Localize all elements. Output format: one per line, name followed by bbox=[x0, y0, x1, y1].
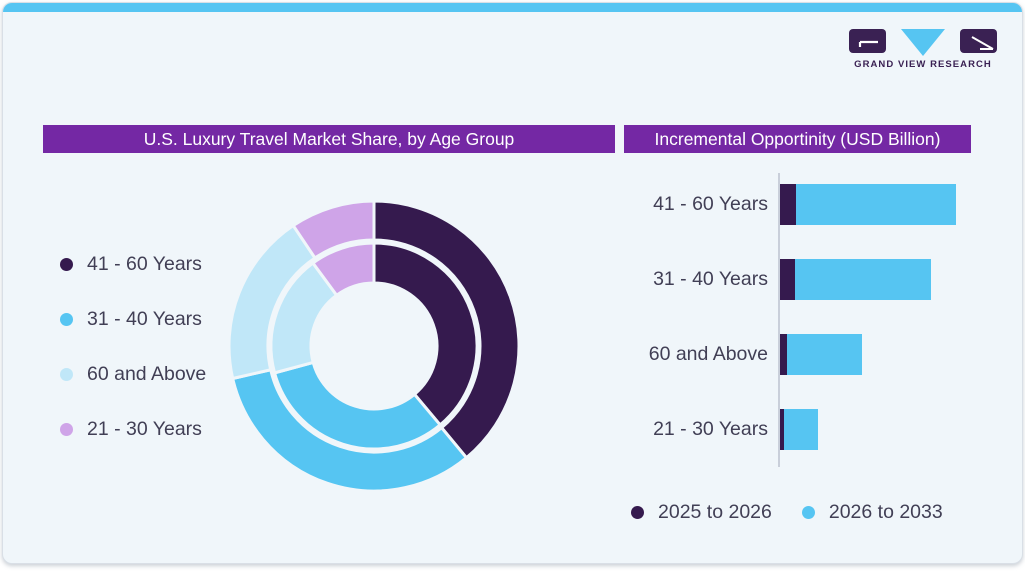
bar-segment-2026-2033 bbox=[787, 334, 862, 375]
donut-inner-segment-3 bbox=[310, 241, 376, 298]
donut-outer-segment-3 bbox=[291, 199, 376, 261]
pie-legend-item: 41 - 60 Years bbox=[60, 253, 206, 275]
pie-legend-item: 21 - 30 Years bbox=[60, 418, 206, 440]
bar-category-label: 21 - 30 Years bbox=[653, 418, 768, 440]
bar-legend-item: 2025 to 2026 bbox=[631, 501, 772, 523]
pie-legend-item: 60 and Above bbox=[60, 363, 206, 385]
bar-track bbox=[780, 409, 818, 450]
bar-segment-2026-2033 bbox=[784, 409, 818, 450]
right-chart-title-band: Incremental Opportinity (USD Billion) bbox=[624, 125, 971, 153]
brand-logo: GRAND VIEW RESEARCH bbox=[849, 29, 997, 70]
bar-row: 60 and Above bbox=[636, 334, 862, 375]
bar-track bbox=[780, 334, 862, 375]
bar-track bbox=[780, 184, 956, 225]
bar-segment-2025-2026 bbox=[780, 334, 787, 375]
legend-dot-31-40-icon bbox=[60, 312, 73, 326]
legend-dot-2025-2026-icon bbox=[631, 505, 644, 519]
legend-label: 31 - 40 Years bbox=[87, 307, 202, 330]
bar-category-label: 31 - 40 Years bbox=[653, 268, 768, 290]
legend-dot-60-above-icon bbox=[60, 367, 73, 381]
donut-inner-segment-0 bbox=[372, 241, 479, 428]
logo-v-icon bbox=[901, 29, 945, 56]
bar-segment-2025-2026 bbox=[780, 259, 795, 300]
bar-legend: 2025 to 2026 2026 to 2033 bbox=[631, 501, 943, 523]
bar-baseline-axis bbox=[778, 173, 780, 467]
legend-dot-21-30-icon bbox=[60, 422, 73, 436]
legend-label: 2025 to 2026 bbox=[658, 500, 772, 523]
bar-legend-item: 2026 to 2033 bbox=[801, 500, 943, 523]
legend-label: 21 - 30 Years bbox=[87, 417, 202, 440]
donut-chart bbox=[227, 199, 521, 493]
brand-name: GRAND VIEW RESEARCH bbox=[854, 59, 992, 70]
bar-category-label: 60 and Above bbox=[648, 343, 768, 365]
logo-g-icon bbox=[849, 29, 886, 53]
bar-segment-2026-2033 bbox=[796, 184, 956, 225]
bar-track bbox=[780, 259, 931, 300]
bar-row: 41 - 60 Years bbox=[636, 184, 956, 225]
logo-blocks bbox=[849, 29, 997, 56]
legend-label: 41 - 60 Years bbox=[87, 252, 202, 275]
bar-segment-2025-2026 bbox=[780, 184, 796, 225]
bar-row: 31 - 40 Years bbox=[636, 259, 931, 300]
left-chart-title-band: U.S. Luxury Travel Market Share, by Age … bbox=[43, 125, 615, 153]
pie-legend-item: 31 - 40 Years bbox=[60, 308, 206, 330]
logo-r-icon bbox=[960, 29, 997, 53]
bar-segment-2025-2026 bbox=[780, 409, 784, 450]
donut-outer-segment-0 bbox=[372, 199, 521, 460]
pie-legend: 41 - 60 Years 31 - 40 Years 60 and Above… bbox=[60, 253, 206, 473]
bar-segment-2026-2033 bbox=[795, 259, 931, 300]
bar-category-label: 41 - 60 Years bbox=[653, 193, 768, 215]
legend-dot-41-60-icon bbox=[60, 257, 73, 271]
top-accent-bar bbox=[3, 3, 1022, 12]
chart-card: GRAND VIEW RESEARCH U.S. Luxury Travel M… bbox=[2, 2, 1023, 564]
bar-row: 21 - 30 Years bbox=[636, 409, 818, 450]
legend-dot-2026-2033-icon bbox=[801, 505, 815, 519]
legend-label: 60 and Above bbox=[87, 362, 207, 385]
legend-label: 2026 to 2033 bbox=[828, 500, 943, 523]
donut-inner-segment-1 bbox=[272, 360, 443, 451]
